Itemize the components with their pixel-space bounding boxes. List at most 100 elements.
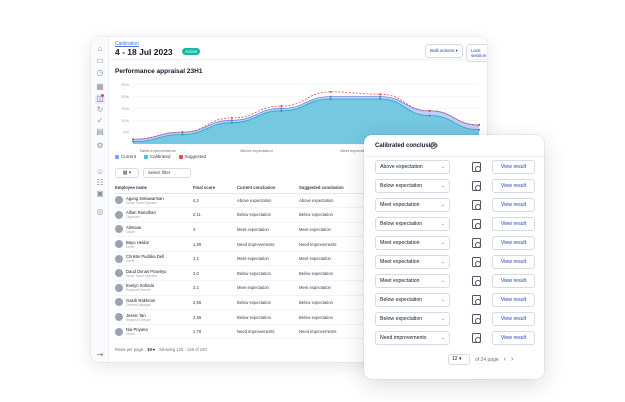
col-employee-name[interactable]: Employee name <box>115 183 193 194</box>
employee-role: Regional Director <box>126 288 151 293</box>
view-result-button[interactable]: View result <box>492 217 535 231</box>
col-suggested-conclusion[interactable]: Suggested conclusion <box>299 183 365 194</box>
suggested-conclusion: Below expectation <box>299 295 365 311</box>
conclusion-select[interactable]: Need improvements ⌄ <box>375 331 450 345</box>
grid-icon[interactable]: ▦ <box>96 82 104 91</box>
final-score: 1,78 <box>193 324 237 340</box>
rows-per-page-select[interactable]: 10 ▾ <box>147 347 156 352</box>
chevron-down-icon: ⌄ <box>440 202 445 208</box>
employee-name: Nia Priyana <box>126 327 148 333</box>
point-calibrated <box>428 114 431 117</box>
employee-info: Alfian Ramdhan Organizer <box>115 210 193 219</box>
conclusion-select[interactable]: Below expectation ⌄ <box>375 179 450 193</box>
settings-icon[interactable]: ⚙ <box>96 141 104 150</box>
col-current-conclusion[interactable]: Current conclusion <box>237 183 299 194</box>
conclusion-value: Below expectation <box>380 316 423 322</box>
employee-cell: Agung Setiawarman Guide Ticket Operator <box>115 193 193 209</box>
employee-text: Bayu Heldar Driver <box>126 240 149 249</box>
collapse-icon[interactable]: ⇥ <box>96 350 104 359</box>
conclusion-select[interactable]: Meet expectation ⌄ <box>375 236 450 250</box>
view-result-button[interactable]: View result <box>492 236 535 250</box>
view-result-button[interactable]: View result <box>492 255 535 269</box>
avatar <box>115 313 123 322</box>
point-calibrated <box>132 140 134 143</box>
chart-icon[interactable]: ▤ <box>96 127 104 136</box>
x-tick-label: Below expectation <box>240 148 272 153</box>
table-row[interactable]: Galuh Rakhnan General Manager 2,56 Below ex… <box>115 295 377 311</box>
team-icon[interactable]: ☷ <box>96 178 104 187</box>
document-search-icon[interactable] <box>472 162 481 172</box>
breadcrumb[interactable]: Calibration <box>115 41 139 47</box>
chevron-right-icon[interactable]: › <box>510 356 514 363</box>
conclusion-select[interactable]: Meet expectation ⌄ <box>375 198 450 212</box>
current-conclusion: Meet expectation <box>237 251 299 267</box>
table-row[interactable]: Christin Pudrika Dell Guide 3,2 Meet expect… <box>115 251 377 267</box>
bulk-actions-button[interactable]: Bulk actions ▾ <box>425 44 463 58</box>
document-search-icon[interactable] <box>472 276 481 286</box>
view-result-button[interactable]: View result <box>492 331 535 345</box>
conclusion-select[interactable]: Meet expectation ⌄ <box>375 255 450 269</box>
docs-icon[interactable]: ▣ <box>96 189 104 198</box>
conclusion-row: Above expectation ⌄ View result <box>375 160 535 174</box>
view-result-button[interactable]: View result <box>492 198 535 212</box>
rows-per-page-label: Rows per page <box>115 347 144 352</box>
chevron-left-icon[interactable]: ‹ <box>503 356 506 363</box>
col-final-score[interactable]: Final score <box>193 183 237 194</box>
conclusion-row: Meet expectation ⌄ View result <box>375 236 535 250</box>
avatar <box>115 327 123 336</box>
table-row[interactable]: Jessie Tan Regional Director 2,66 Below exp… <box>115 309 377 325</box>
notification-dot <box>101 94 104 97</box>
filter-select[interactable]: Select filter <box>143 168 191 178</box>
view-result-button[interactable]: View result <box>492 312 535 326</box>
calibration-icon[interactable]: ◫ <box>95 94 105 104</box>
table-row[interactable]: Daud Dimas Prawiryo Guide Ticket Operator… <box>115 265 377 282</box>
legend-label-suggested: Suggested <box>184 154 207 159</box>
document-search-icon[interactable] <box>472 238 481 248</box>
point-calibrated <box>478 128 480 131</box>
lock-session-button[interactable]: Lock session <box>466 44 487 62</box>
employee-text: Galuh Rakhnan General Manager <box>126 298 155 307</box>
conclusion-select[interactable]: Below expectation ⌄ <box>375 293 450 307</box>
table-row[interactable]: Evelyn Sofinda Regional Director 3,2 Meet e… <box>115 280 377 296</box>
document-search-icon[interactable] <box>472 219 481 229</box>
table-row[interactable]: Alfian Ramdhan Organizer 2,11 Below expecta… <box>115 207 377 223</box>
table-row[interactable]: Nia Priyana Guide 1,78 Need improvements Nee… <box>115 324 377 340</box>
view-result-button[interactable]: View result <box>492 179 535 193</box>
inbox-icon[interactable]: ▭ <box>96 56 104 65</box>
legend-swatch-calibrated <box>144 154 149 159</box>
clock-icon[interactable]: ◷ <box>96 68 104 77</box>
home-icon[interactable]: ⌂ <box>97 44 103 53</box>
point-calibrated <box>230 121 233 124</box>
panel-header: Calibrated conclusion i <box>364 135 544 157</box>
employee-name: Galuh Rakhnan <box>126 297 156 303</box>
people-icon[interactable]: ☺ <box>95 167 105 176</box>
legend-item-current: Current <box>115 154 136 159</box>
info-icon[interactable]: i <box>430 142 437 149</box>
view-toggle-button[interactable]: ▦ ▾ <box>115 168 139 178</box>
conclusion-select[interactable]: Below expectation ⌄ <box>375 217 450 231</box>
point-suggested <box>280 105 283 108</box>
document-search-icon[interactable] <box>472 295 481 305</box>
view-result-button[interactable]: View result <box>492 274 535 288</box>
employee-role: Guide Ticket Operator <box>126 273 158 278</box>
view-result-button[interactable]: View result <box>492 293 535 307</box>
table-row[interactable]: Bayu Heldar Driver 1,89 Need improvements Ne… <box>115 236 377 252</box>
table-row[interactable]: Alimoan Guide 3 Meet expectation Meet expect… <box>115 222 377 238</box>
page-select[interactable]: 12 ▾ <box>448 354 470 365</box>
page-select-value: 12 <box>452 356 458 362</box>
support-icon[interactable]: ◎ <box>96 207 104 216</box>
document-search-icon[interactable] <box>472 333 481 343</box>
document-search-icon[interactable] <box>472 200 481 210</box>
y-tick-label: 10% <box>121 118 129 123</box>
check-icon[interactable]: ✓ <box>96 116 104 125</box>
refresh-icon[interactable]: ↻ <box>96 105 104 114</box>
view-result-button[interactable]: View result <box>492 160 535 174</box>
conclusion-select[interactable]: Below expectation ⌄ <box>375 312 450 326</box>
table-row[interactable]: Agung Setiawarman Guide Ticket Operator 4,… <box>115 193 377 209</box>
document-search-icon[interactable] <box>472 314 481 324</box>
conclusion-select[interactable]: Above expectation ⌄ <box>375 160 450 174</box>
document-search-icon[interactable] <box>472 257 481 267</box>
conclusion-select[interactable]: Meet expectation ⌄ <box>375 274 450 288</box>
document-search-icon[interactable] <box>472 181 481 191</box>
conclusion-value: Below expectation <box>380 297 423 303</box>
